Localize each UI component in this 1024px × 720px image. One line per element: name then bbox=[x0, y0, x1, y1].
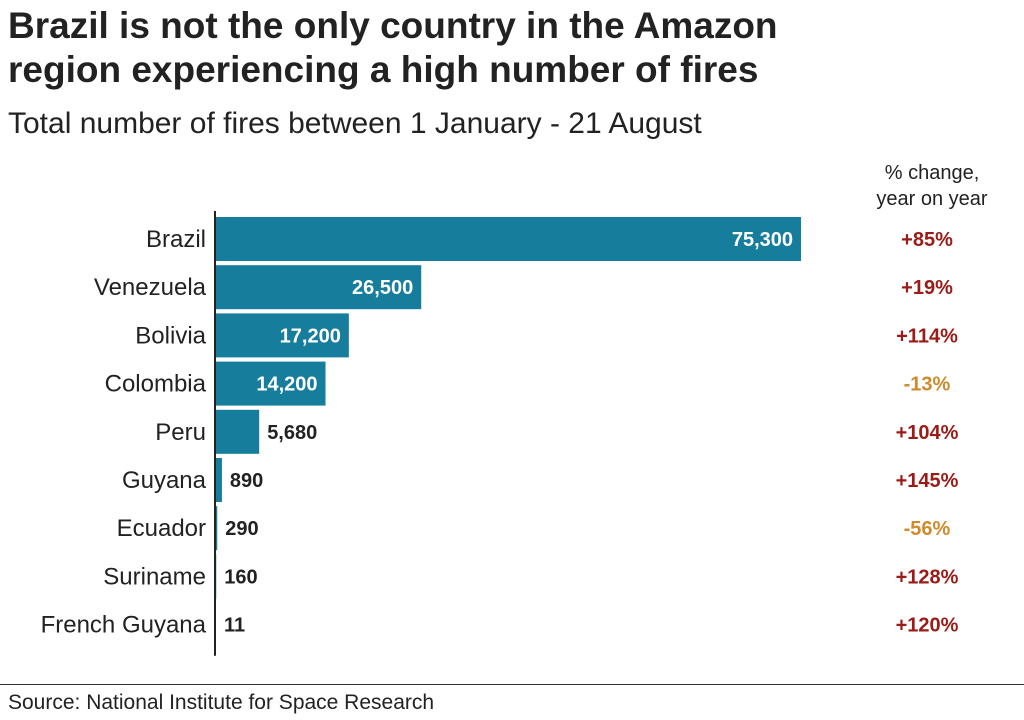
change-label: +85% bbox=[901, 229, 953, 251]
source-note: Source: National Institute for Space Res… bbox=[8, 691, 435, 714]
category-label: Guyana bbox=[122, 467, 207, 494]
bar-chart: Brazil 75,300 +85% Venezuela 26,500 +19% Boliv… bbox=[41, 211, 959, 656]
bar bbox=[215, 458, 222, 502]
bar bbox=[215, 265, 422, 310]
value-label: 160 bbox=[224, 566, 257, 588]
change-label: -56% bbox=[904, 518, 951, 540]
change-label: -13% bbox=[904, 374, 951, 396]
chart-title-line-1: Brazil is not the only country in the Am… bbox=[8, 5, 778, 46]
change-label: +145% bbox=[896, 470, 959, 492]
value-label: 890 bbox=[230, 470, 263, 492]
change-column-header: % change, year on year bbox=[852, 160, 1012, 212]
chart-title-line-2: region experiencing a high number of fir… bbox=[8, 49, 759, 90]
category-label: French Guyana bbox=[41, 612, 207, 639]
change-label: +114% bbox=[896, 325, 958, 347]
value-label: 14,200 bbox=[256, 374, 317, 396]
bar bbox=[215, 409, 260, 454]
change-label: +120% bbox=[896, 615, 959, 637]
category-label: Ecuador bbox=[117, 515, 206, 542]
category-label: Venezuela bbox=[94, 274, 207, 301]
category-label: Brazil bbox=[146, 226, 206, 253]
bar bbox=[215, 313, 349, 358]
change-label: +104% bbox=[896, 422, 959, 444]
value-label: 75,300 bbox=[732, 229, 793, 251]
value-label: 17,200 bbox=[280, 325, 341, 347]
source-divider bbox=[0, 684, 1024, 685]
chart-title: Brazil is not the only country in the Am… bbox=[8, 4, 778, 92]
bar bbox=[215, 361, 326, 406]
category-label: Bolivia bbox=[135, 322, 206, 349]
value-label: 11 bbox=[224, 615, 245, 637]
bar bbox=[215, 217, 801, 261]
chart-subtitle: Total number of fires between 1 January … bbox=[8, 107, 702, 140]
value-label: 26,500 bbox=[352, 277, 413, 299]
change-header-line-1: % change, bbox=[884, 162, 980, 184]
bar bbox=[215, 506, 218, 551]
change-header-line-2: year on year bbox=[876, 188, 988, 210]
value-label: 5,680 bbox=[267, 422, 317, 444]
category-label: Peru bbox=[155, 419, 206, 446]
category-label: Suriname bbox=[103, 563, 206, 590]
category-label: Colombia bbox=[105, 371, 207, 398]
change-label: +128% bbox=[896, 566, 959, 588]
value-label: 290 bbox=[225, 518, 258, 540]
change-label: +19% bbox=[901, 277, 953, 299]
